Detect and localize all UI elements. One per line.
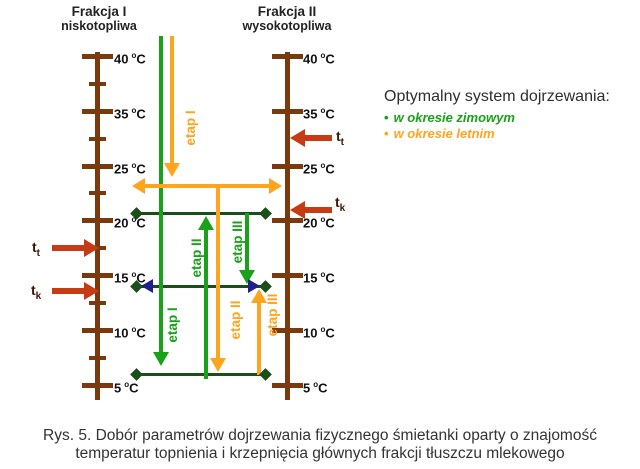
- tick-major: [272, 383, 303, 388]
- tick-major: [272, 109, 303, 114]
- tick-major: [272, 273, 303, 278]
- tick-minor: [89, 82, 106, 86]
- tick-minor: [89, 301, 106, 305]
- left-temp-label: 20 oC: [114, 215, 146, 231]
- legend-item-summer: • w okresie letnim: [384, 126, 495, 141]
- caption-line1: Rys. 5. Dobór parametrów dojrzewania fiz…: [43, 427, 597, 444]
- legend: Optymalny system dojrzewania: • w okresie…: [384, 88, 610, 142]
- tick-major: [272, 218, 303, 223]
- tick-major: [272, 54, 303, 59]
- tick-major: [82, 328, 113, 333]
- range-line-14c: [136, 285, 266, 288]
- fraction2-header: Frakcja II wysokotopliwa: [226, 4, 348, 33]
- etap2-winter-label: etap II: [189, 238, 204, 278]
- right-temp-label: 5 oC: [303, 380, 328, 396]
- tick-major: [272, 328, 303, 333]
- legend-title: Optymalny system dojrzewania:: [384, 88, 610, 105]
- tick-major: [82, 54, 113, 59]
- fraction2-title: Frakcja II: [257, 4, 317, 19]
- left-temp-label: 40 oC: [114, 51, 146, 67]
- etap3-winter-label: etap III: [230, 220, 245, 264]
- tick-major: [272, 164, 303, 169]
- left-scale-line: [95, 52, 100, 400]
- right-temp-label: 20 oC: [303, 215, 335, 231]
- left-temp-label: 5 oC: [114, 380, 139, 396]
- right-temp-label: 10 oC: [303, 325, 335, 341]
- bullet-icon: •: [384, 110, 389, 125]
- etap1-summer-label: etap I: [183, 110, 198, 146]
- bullet-icon: •: [384, 126, 389, 141]
- fraction2-subtitle: wysokotopliwa: [242, 19, 332, 33]
- right-temp-label: 15 oC: [303, 270, 335, 286]
- legend-item-winter: • w okresie zimowym: [384, 110, 515, 125]
- range-line-5c: [136, 373, 266, 376]
- fraction1-header: Frakcja I niskotopliwa: [38, 4, 160, 33]
- tick-major: [82, 273, 113, 278]
- right-temp-label: 35 oC: [303, 106, 335, 122]
- right-scale-line: [285, 52, 290, 400]
- diamond-endpoint: [259, 207, 272, 220]
- tick-major: [82, 383, 113, 388]
- fraction1-subtitle: niskotopliwa: [61, 19, 137, 33]
- caption-line2: temperatur topnienia i krzepnięcia główn…: [75, 445, 565, 462]
- right-temp-label: 25 oC: [303, 161, 335, 177]
- tick-major: [82, 164, 113, 169]
- tick-minor: [89, 356, 106, 360]
- melting-temp-symbol-left: tt: [32, 239, 41, 259]
- tick-minor: [89, 191, 106, 195]
- fraction1-title: Frakcja I: [71, 4, 127, 19]
- solidification-temp-symbol-right: tk: [335, 194, 346, 214]
- etap1-winter-label: etap I: [165, 307, 180, 343]
- figure-caption: Rys. 5. Dobór parametrów dojrzewania fiz…: [0, 427, 640, 463]
- melting-temp-symbol-right: tt: [336, 128, 345, 148]
- left-temp-label: 25 oC: [114, 161, 146, 177]
- tick-major: [82, 109, 113, 114]
- left-temp-label: 15 oC: [114, 270, 146, 286]
- tick-minor: [89, 137, 106, 141]
- etap3-summer-label: etap III: [265, 293, 280, 337]
- left-temp-label: 10 oC: [114, 325, 146, 341]
- solidification-temp-symbol-left: tk: [31, 282, 42, 302]
- diamond-endpoint: [259, 368, 272, 381]
- range-line-20c: [136, 212, 266, 215]
- left-temp-label: 35 oC: [114, 106, 146, 122]
- right-temp-label: 40 oC: [303, 51, 335, 67]
- tick-major: [82, 218, 113, 223]
